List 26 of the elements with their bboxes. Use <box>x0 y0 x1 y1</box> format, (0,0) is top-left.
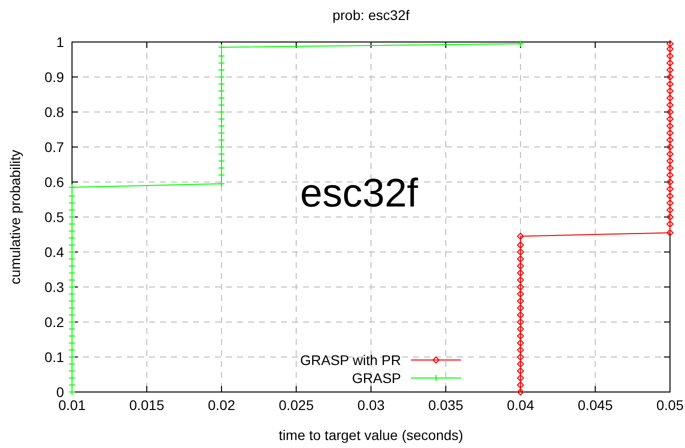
x-axis-title: time to target value (seconds) <box>278 427 464 443</box>
x-tick-label: 0.045 <box>578 397 613 413</box>
x-tick-label: 0.025 <box>278 397 314 413</box>
y-tick-label: 0.2 <box>44 314 64 330</box>
chart-title: prob: esc32f <box>332 7 410 23</box>
y-tick-label: 1 <box>56 34 64 50</box>
x-tick-label: 0.015 <box>129 397 164 413</box>
legend-label: GRASP with PR <box>300 352 401 368</box>
y-tick-label: 0.4 <box>44 244 64 260</box>
y-tick-label: 0.6 <box>44 174 64 190</box>
y-tick-label: 0.8 <box>44 104 64 120</box>
annotation: esc32f <box>300 172 419 216</box>
y-tick-label: 0.5 <box>44 209 64 225</box>
x-tick-label: 0.01 <box>58 397 86 413</box>
y-tick-label: 0.3 <box>44 279 64 295</box>
y-tick-label: 0.1 <box>44 349 64 365</box>
y-tick-label: 0.9 <box>44 69 64 85</box>
y-tick-label: 0.7 <box>44 139 64 155</box>
x-tick-label: 0.04 <box>506 397 534 413</box>
x-tick-label: 0.035 <box>428 397 464 413</box>
y-tick-label: 0 <box>56 384 64 400</box>
x-tick-label: 0.03 <box>357 397 385 413</box>
x-tick-label: 0.02 <box>208 397 236 413</box>
x-tick-label: 0.05 <box>656 397 684 413</box>
y-axis-title: cumulative probability <box>7 150 23 284</box>
legend-label: GRASP <box>352 370 401 386</box>
